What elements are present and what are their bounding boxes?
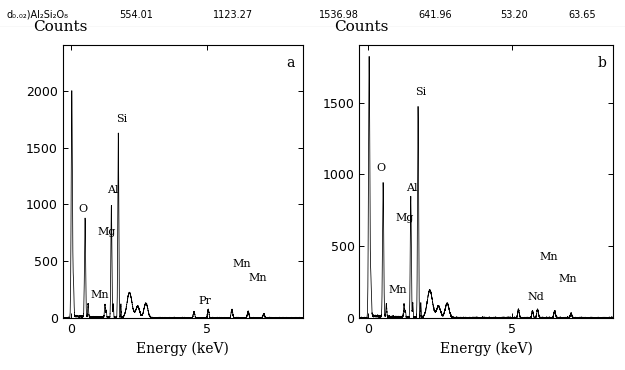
Text: Mg: Mg bbox=[97, 228, 116, 238]
Text: Al: Al bbox=[107, 185, 119, 195]
Text: Nd: Nd bbox=[527, 292, 544, 302]
Text: Al: Al bbox=[406, 183, 418, 193]
Text: 554.01: 554.01 bbox=[119, 10, 152, 20]
Text: b: b bbox=[598, 56, 606, 70]
Text: Mg: Mg bbox=[396, 213, 414, 223]
Text: Mn: Mn bbox=[90, 290, 109, 300]
Text: Mn: Mn bbox=[558, 274, 577, 284]
Text: O: O bbox=[376, 163, 385, 173]
Text: O: O bbox=[78, 204, 88, 213]
Text: 1536.98: 1536.98 bbox=[319, 10, 359, 20]
Text: 63.65: 63.65 bbox=[569, 10, 596, 20]
Text: Mn: Mn bbox=[249, 273, 268, 283]
Text: d₀.₀₂)Al₂Si₂O₈: d₀.₀₂)Al₂Si₂O₈ bbox=[6, 10, 68, 20]
Text: 641.96: 641.96 bbox=[419, 10, 452, 20]
Text: Mn: Mn bbox=[232, 259, 251, 269]
Text: Si: Si bbox=[415, 87, 426, 97]
X-axis label: Energy (keV): Energy (keV) bbox=[136, 342, 229, 356]
Text: 53.20: 53.20 bbox=[500, 10, 528, 20]
Text: Mn: Mn bbox=[389, 285, 408, 295]
X-axis label: Energy (keV): Energy (keV) bbox=[439, 342, 532, 356]
Text: Si: Si bbox=[116, 114, 127, 124]
Text: Pr: Pr bbox=[199, 296, 212, 306]
Text: Counts: Counts bbox=[334, 20, 389, 34]
Text: a: a bbox=[286, 56, 294, 70]
Text: Mn: Mn bbox=[540, 252, 559, 262]
Text: 1123.27: 1123.27 bbox=[213, 10, 253, 20]
Text: Counts: Counts bbox=[34, 20, 88, 34]
